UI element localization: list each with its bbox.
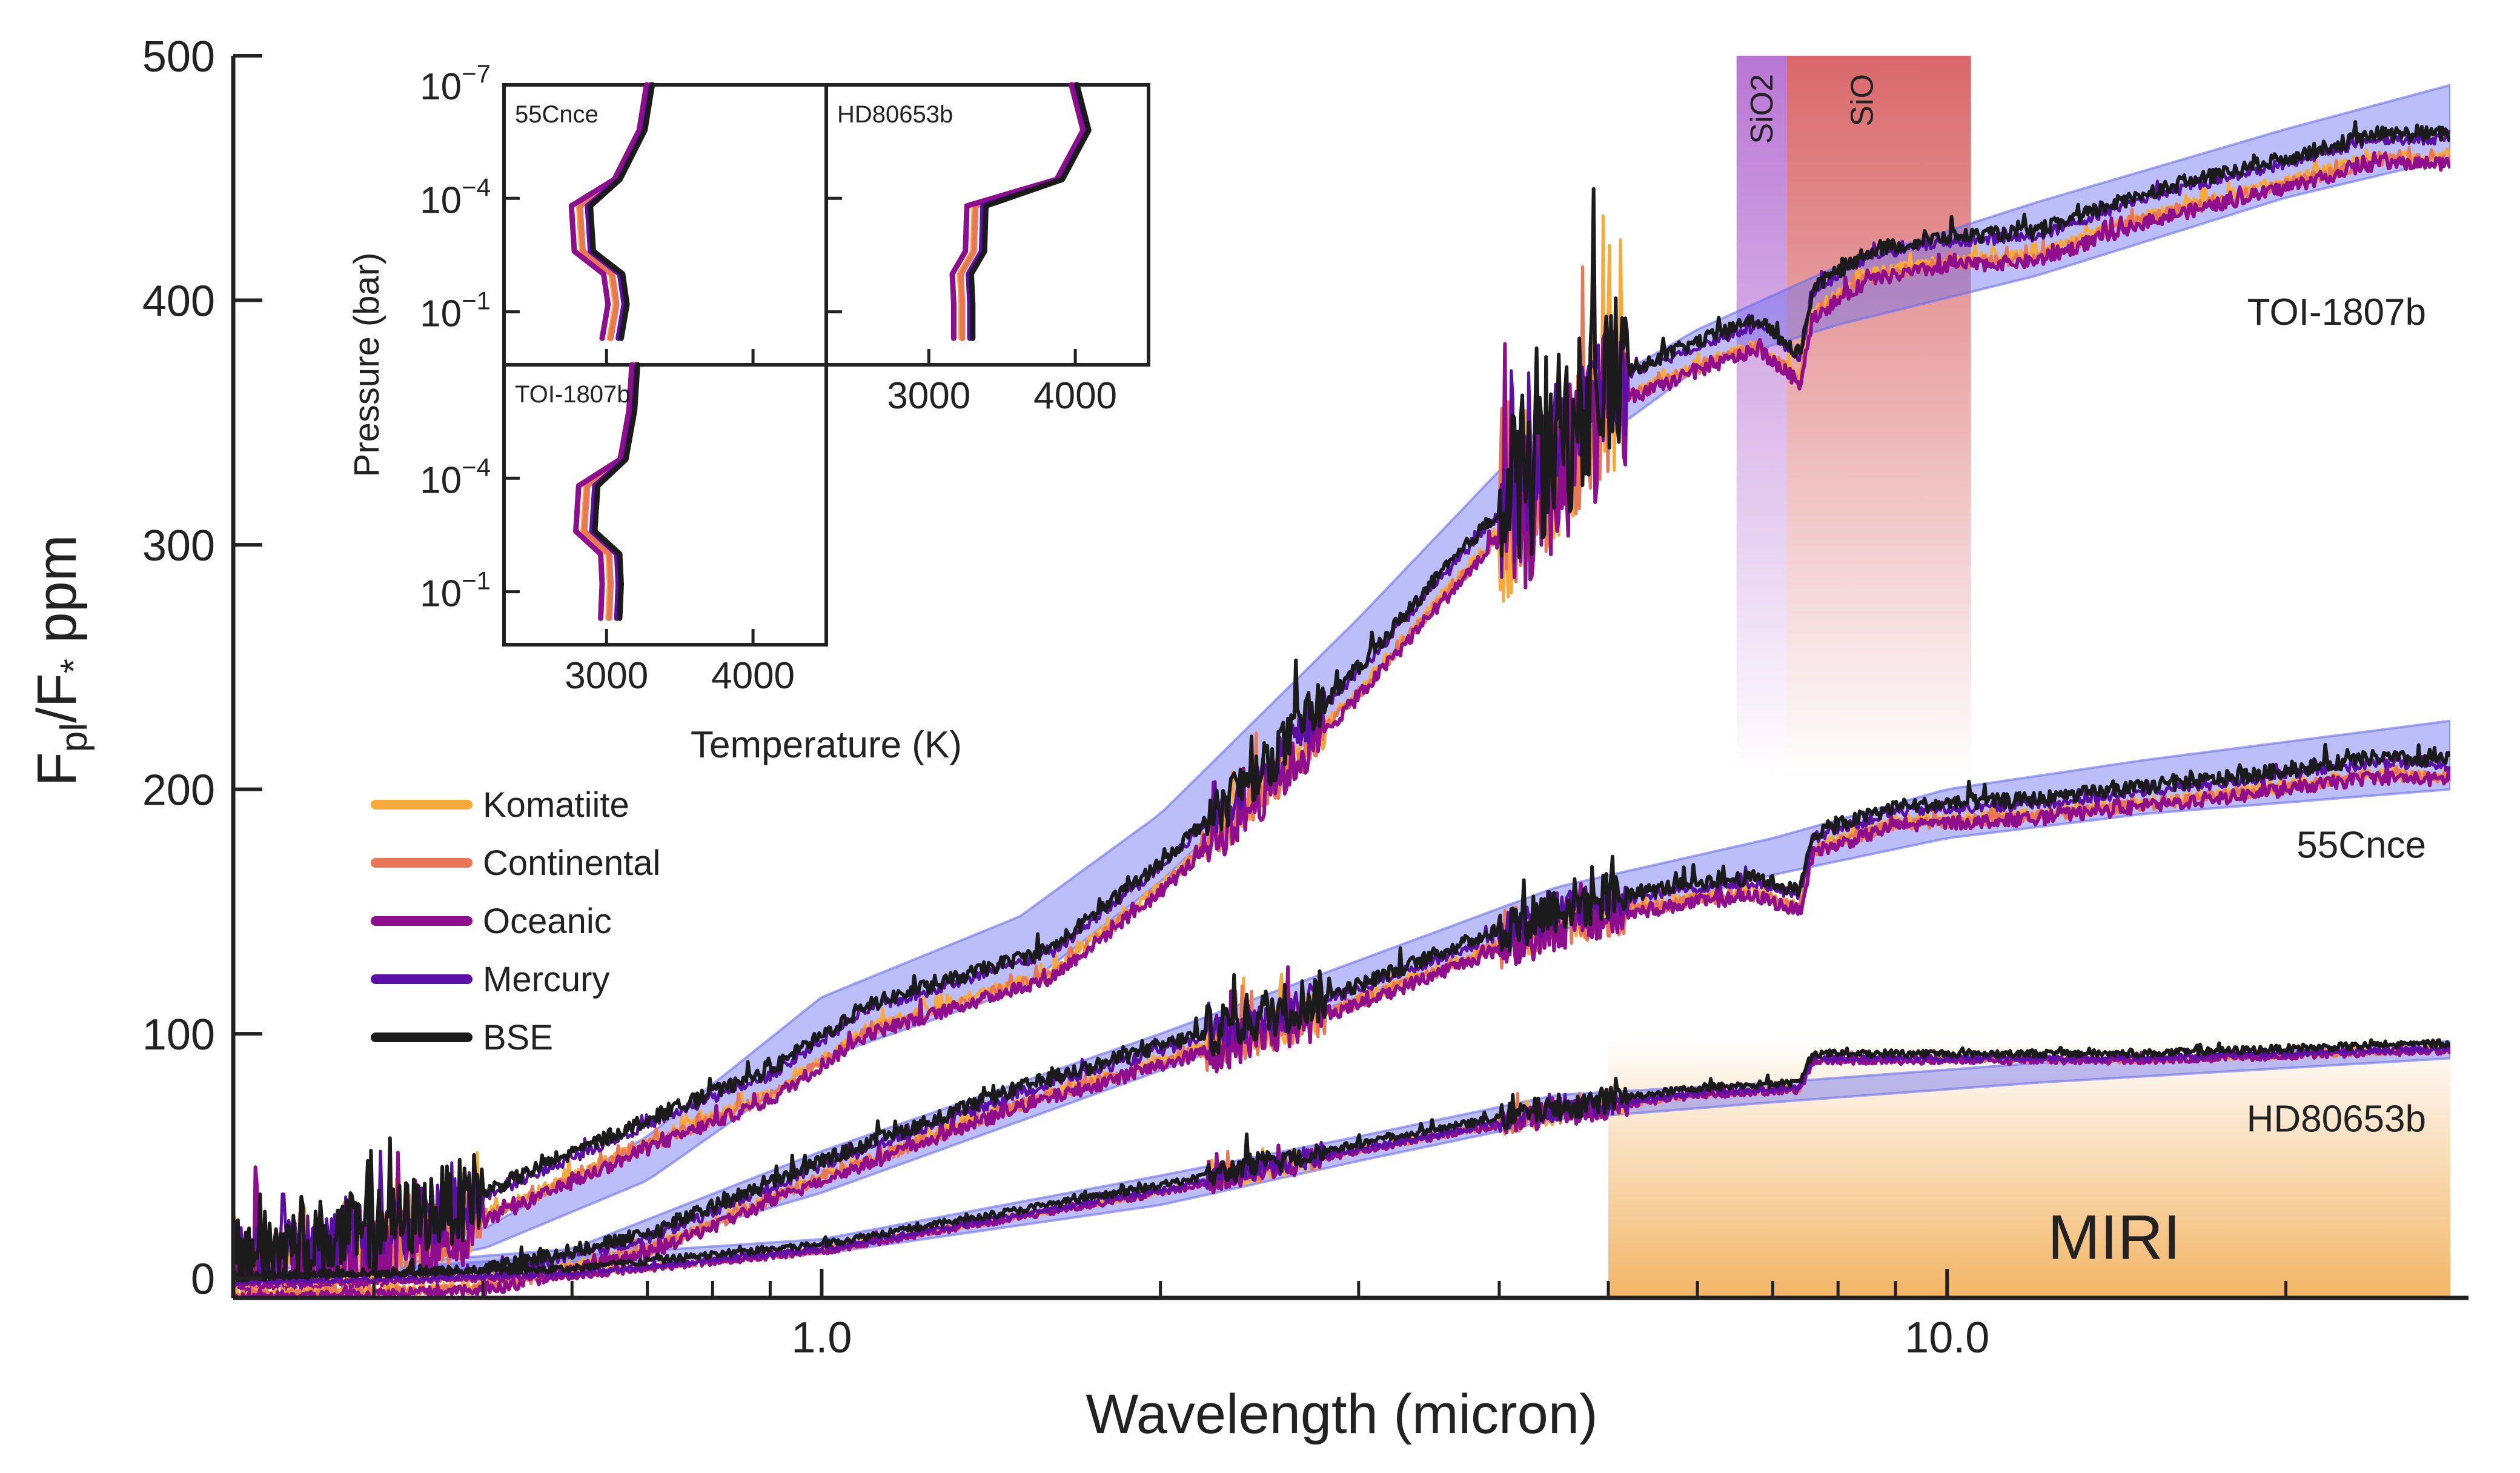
spectrum-55Cnce-mercury — [233, 755, 2450, 1289]
legend-label-oceanic: Oceanic — [483, 902, 612, 941]
inset-y-tick-label-a-0: 10−7 — [420, 59, 491, 108]
x-tick-label-0: 1.0 — [791, 1314, 852, 1362]
spectrum-HD80653b-bse — [233, 1038, 2450, 1283]
band-miri — [1608, 1034, 2450, 1298]
planet-label-toi-1807b: TOI-1807b — [2247, 291, 2426, 333]
band-label-miri: MIRI — [2047, 1202, 2181, 1272]
inset-y-title: Pressure (bar) — [347, 253, 386, 477]
main-axes: 0 100 200 300 400 500 1.0 10.0 — [142, 33, 2469, 1362]
legend: Komatiite Continental Oceanic Mercury BSE — [371, 785, 660, 1057]
legend-label-komatiite: Komatiite — [483, 785, 629, 825]
x-axis-title: Wavelength (micron) — [1086, 1383, 1597, 1445]
inset-profile-toi-1807b-4 — [592, 362, 640, 621]
band-labels: SiO2 SiO MIRI — [1745, 74, 2181, 1272]
inset-y-tick-label-a-1: 10−4 — [420, 173, 491, 221]
spectrum-HD80653b-oceanic — [233, 1045, 2450, 1290]
inset-x-tick-label-hd-1: 4000 — [1033, 375, 1117, 417]
inset-y-tick-label-c-1: 10−4 — [420, 453, 491, 501]
inset-x-tick-label-toi-0: 3000 — [565, 655, 648, 697]
band-label-sio2: SiO2 — [1745, 74, 1780, 144]
y-tick-label-400: 400 — [142, 278, 215, 326]
spectrum-TOI-1807b-bse — [233, 120, 2450, 1287]
band-sio2 — [1736, 56, 1787, 777]
y-tick-label-500: 500 — [142, 33, 215, 81]
inset-panel-toi-1807b — [502, 363, 828, 647]
wavelength-bands — [1608, 56, 2450, 1298]
x-tick-label-1: 10.0 — [1905, 1314, 1989, 1362]
inset-profile-55cnce-4 — [588, 82, 655, 341]
inset-x-title: Temperature (K) — [691, 724, 962, 766]
spectrum-55Cnce-bse — [233, 743, 2450, 1286]
planet-label-55cnce: 55Cnce — [2296, 825, 2426, 866]
inset-profile-hd80653b-2 — [949, 82, 1086, 341]
y-tick-label-100: 100 — [142, 1011, 215, 1059]
inset-profile-toi-1807b-2 — [573, 362, 635, 621]
legend-label-mercury: Mercury — [483, 960, 609, 999]
inset-panel-label-toi-1807b: TOI-1807b — [515, 381, 631, 408]
y-axis-title: Fpl/F* ppm — [26, 535, 95, 786]
band-label-sio: SiO — [1845, 74, 1880, 127]
inset-x-tick-label-toi-1: 4000 — [711, 655, 795, 697]
inset-panel-label-55cnce: 55Cnce — [515, 101, 598, 128]
band-sio — [1786, 56, 1971, 777]
inset-y-tick-label-c-2: 10−1 — [420, 567, 491, 615]
y-tick-label-200: 200 — [142, 766, 215, 815]
spectrum-TOI-1807b-oceanic — [233, 151, 2450, 1298]
inset-profile-hd80653b-4 — [968, 82, 1092, 341]
planet-label-hd80653b: HD80653b — [2247, 1099, 2426, 1140]
temperature-pressure-inset: 55Cnce HD80653b TOI-1807b 3000 4000 3000 4000 1… — [347, 59, 1150, 766]
planet-labels: TOI-1807b 55Cnce HD80653b — [2247, 291, 2426, 1140]
spectrum-HD80653b-mercury — [233, 1040, 2450, 1286]
inset-x-tick-label-hd-0: 3000 — [887, 375, 970, 417]
legend-label-bse: BSE — [483, 1018, 553, 1057]
inset-panel-55cnce — [502, 83, 828, 367]
band-HD80653b — [233, 1040, 2450, 1280]
inset-y-tick-label-a-2: 10−1 — [420, 287, 491, 335]
y-tick-label-300: 300 — [142, 522, 215, 570]
spectrum-55Cnce-oceanic — [233, 759, 2450, 1298]
y-tick-label-0: 0 — [191, 1255, 215, 1304]
inset-profile-55cnce-2 — [568, 82, 649, 341]
legend-label-continental: Continental — [483, 843, 660, 883]
inset-panel-label-hd80653b: HD80653b — [837, 101, 953, 128]
model-spectra — [233, 120, 2450, 1298]
